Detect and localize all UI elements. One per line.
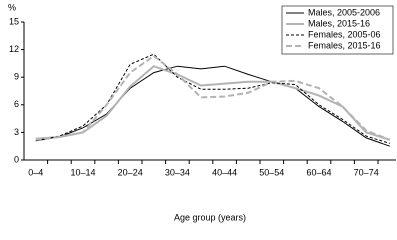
- series-line: [35, 54, 391, 141]
- x-tick-label: 10–14: [70, 167, 95, 177]
- chart: % Age group (years) 0 3 6 9 12 15 0–4 10–14 20–2…: [8, 2, 396, 222]
- x-tick-label: 0–4: [28, 167, 43, 177]
- legend-label: Males, 2005-2006: [308, 7, 380, 17]
- x-tick-label: 60–64: [306, 167, 331, 177]
- y-tick-label: 12: [9, 44, 19, 54]
- x-tick-label: 70–74: [354, 167, 379, 177]
- y-tick-label: 0: [14, 154, 19, 164]
- legend-label: Males, 2015-16: [308, 18, 370, 28]
- y-tick-label: 15: [9, 16, 19, 26]
- series-line: [35, 65, 390, 147]
- y-tick-label: 6: [14, 99, 19, 109]
- x-axis-label: Age group (years): [174, 212, 246, 222]
- legend-label: Females, 2015-16: [308, 40, 381, 50]
- x-tick-label: 30–34: [165, 167, 190, 177]
- x-tick-label: 40–44: [212, 167, 237, 177]
- y-tick-label: 9: [14, 72, 19, 82]
- x-tick-label: 50–54: [259, 167, 284, 177]
- legend-label: Females, 2005-06: [308, 29, 381, 39]
- x-tick-label: 20–24: [118, 167, 143, 177]
- series-line: [35, 65, 391, 141]
- y-tick-label: 3: [14, 127, 19, 137]
- y-axis-label: %: [8, 2, 16, 12]
- series-line: [35, 53, 390, 144]
